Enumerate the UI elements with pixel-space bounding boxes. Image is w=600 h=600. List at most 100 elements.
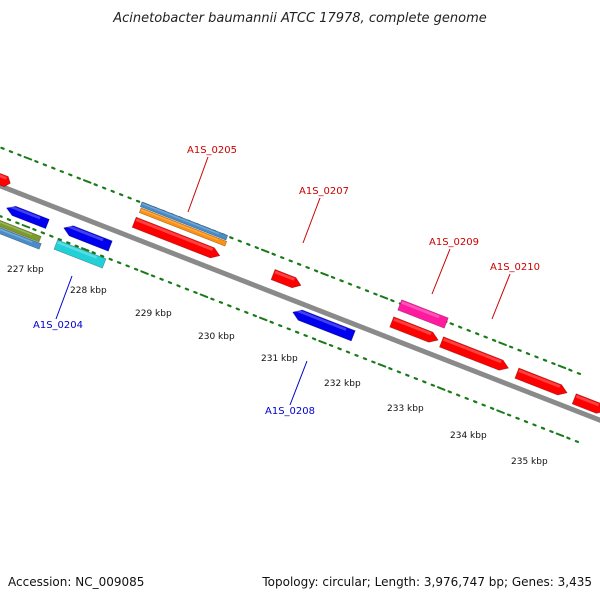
- gene-callout-line: [289, 360, 308, 406]
- minor-tick: [540, 426, 546, 430]
- minor-tick: [574, 440, 580, 443]
- cds-reverse: [63, 225, 113, 252]
- minor-tick: [49, 234, 54, 238]
- major-tick: [81, 247, 90, 252]
- minor-tick: [0, 214, 3, 218]
- minor-tick: [159, 277, 164, 281]
- minor-tick: [278, 324, 283, 328]
- minor-tick: [347, 282, 353, 286]
- minor-tick: [456, 393, 461, 397]
- minor-tick: [108, 257, 113, 261]
- minor-tick: [66, 241, 71, 245]
- genome-backbone: [0, 183, 600, 423]
- minor-tick: [483, 335, 488, 339]
- minor-tick: [390, 299, 395, 303]
- minor-tick: [286, 327, 291, 331]
- major-tick: [318, 339, 327, 345]
- cds-forward-highlight: [135, 218, 214, 251]
- feature-magenta-highlight: [401, 301, 440, 319]
- feature-cyan: [53, 239, 107, 269]
- major-tick: [199, 293, 209, 299]
- cds-reverse: [5, 205, 50, 230]
- cds-forward-group: [571, 393, 600, 414]
- minor-tick: [422, 380, 427, 384]
- minor-tick: [135, 199, 141, 203]
- minor-tick: [74, 244, 80, 248]
- cds-forward: [514, 367, 568, 396]
- feature-olive: [0, 215, 42, 243]
- feature-steelblue-highlight: [0, 226, 33, 243]
- gene-label: A1S_0209: [429, 237, 479, 248]
- minor-tick: [475, 332, 480, 336]
- minor-tick: [244, 310, 249, 314]
- minor-tick: [125, 264, 130, 268]
- major-tick: [320, 271, 329, 277]
- cds-reverse-highlight: [7, 204, 41, 220]
- gene-label: A1S_0205: [187, 145, 237, 156]
- minor-tick: [551, 362, 556, 366]
- minor-tick: [101, 186, 107, 190]
- minor-tick: [330, 275, 336, 279]
- minor-tick: [489, 406, 495, 410]
- feature-orange-group: [138, 207, 228, 247]
- lower-tick-track: [0, 214, 580, 443]
- gene-callout-line: [431, 248, 451, 295]
- minor-tick: [458, 325, 463, 329]
- minor-tick: [227, 304, 232, 308]
- gene-label: A1S_0204: [33, 320, 83, 331]
- major-tick: [259, 316, 268, 322]
- scale-label: 228 kbp: [70, 286, 107, 296]
- cds-forward-group: [131, 216, 221, 259]
- gene-callout-line: [55, 275, 73, 320]
- minor-tick: [51, 166, 56, 170]
- genome-summary-text: Topology: circular; Length: 3,976,747 bp…: [261, 575, 592, 589]
- cds-forward: [0, 171, 11, 188]
- minor-tick: [311, 337, 317, 341]
- scale-label: 227 kbp: [7, 265, 44, 275]
- major-tick: [140, 270, 149, 275]
- accession-text: Accession: NC_009085: [8, 575, 144, 589]
- major-tick: [496, 409, 505, 414]
- cds-forward-group: [0, 171, 11, 188]
- minor-tick: [76, 176, 82, 180]
- minor-tick: [405, 373, 410, 377]
- minor-tick: [356, 285, 361, 289]
- major-tick: [555, 432, 565, 438]
- minor-tick: [464, 396, 469, 400]
- minor-tick: [32, 228, 37, 232]
- scale-label: 230 kbp: [198, 332, 235, 342]
- minor-tick: [40, 231, 46, 235]
- minor-tick: [0, 146, 5, 150]
- minor-tick: [118, 193, 124, 197]
- cds-reverse-highlight: [65, 224, 104, 242]
- major-tick: [437, 386, 446, 391]
- minor-tick: [491, 338, 497, 342]
- scale-label: 235 kbp: [511, 457, 548, 467]
- minor-tick: [328, 343, 334, 347]
- scale-labels: 227 kbp 228 kbp 229 kbp 230 kbp 231 kbp 232 k…: [7, 265, 548, 467]
- minor-tick: [534, 355, 539, 359]
- feature-cyan-group: [53, 239, 107, 269]
- major-tick: [377, 363, 387, 368]
- minor-tick: [549, 430, 554, 434]
- gene-label: A1S_0208: [265, 406, 315, 417]
- minor-tick: [373, 292, 378, 296]
- feature-olive-highlight: [0, 217, 33, 236]
- minor-tick: [517, 348, 522, 352]
- minor-tick: [481, 403, 486, 407]
- scale-label: 234 kbp: [450, 431, 487, 441]
- cds-reverse-highlight: [294, 308, 347, 331]
- minor-tick: [68, 173, 73, 177]
- minor-tick: [235, 307, 240, 311]
- minor-tick: [254, 246, 259, 250]
- gene-label: A1S_0210: [490, 262, 540, 273]
- minor-tick: [515, 416, 520, 420]
- major-tick: [557, 364, 567, 370]
- cds-forward: [389, 316, 439, 343]
- minor-tick: [294, 330, 300, 334]
- major-tick: [21, 224, 31, 229]
- feature-steelblue-group: [139, 201, 229, 241]
- minor-tick: [506, 413, 512, 417]
- feature-steelblue-group: [0, 224, 42, 250]
